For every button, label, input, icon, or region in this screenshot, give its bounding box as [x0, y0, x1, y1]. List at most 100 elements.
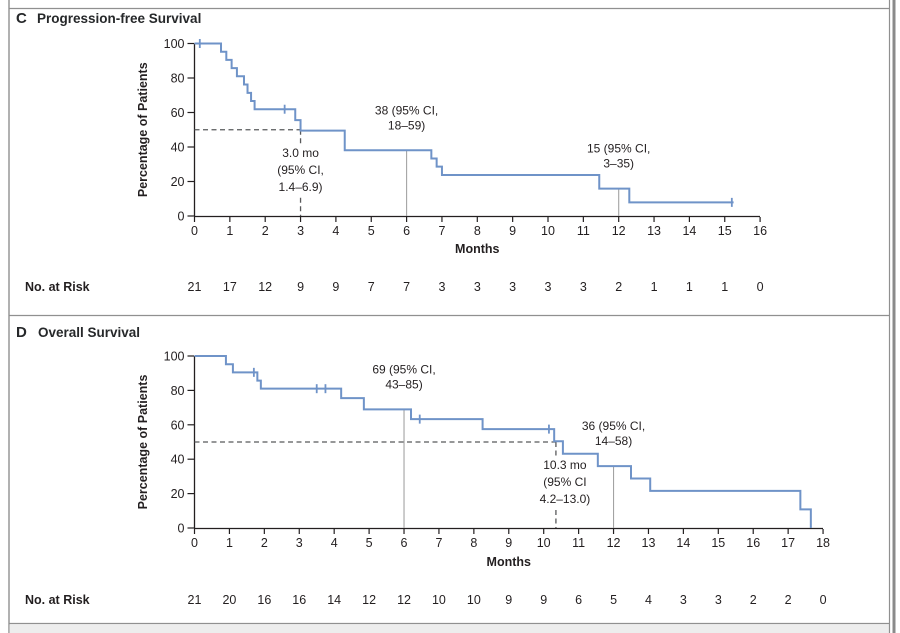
at-risk-value: 2: [785, 593, 792, 607]
median-label-line: (95% CI: [543, 475, 586, 489]
panel-d-letter: D: [16, 324, 27, 341]
at-risk-value: 20: [222, 593, 236, 607]
at-risk-value: 9: [540, 593, 547, 607]
x-tick-label: 12: [607, 536, 621, 550]
x-tick-label: 13: [642, 536, 656, 550]
at-risk-value: 9: [297, 280, 304, 294]
at-risk-value: 3: [680, 593, 687, 607]
at-risk-value: 9: [505, 593, 512, 607]
at-risk-value: 4: [645, 593, 652, 607]
at-risk-label: No. at Risk: [25, 593, 90, 607]
x-axis: 0 1 2 3 4 5 6 7 8 9 10 11 12 13 14 15 16: [191, 215, 767, 238]
median-lines: 3.0 mo (95% CI, 1.4–6.9): [194, 129, 337, 216]
x-axis-title: Months: [455, 242, 499, 256]
x-tick-label: 5: [366, 536, 373, 550]
at-risk-value: 5: [610, 593, 617, 607]
x-tick-label: 16: [746, 536, 760, 550]
at-risk-value: 7: [368, 280, 375, 294]
annotation-line: 15 (95% CI,: [587, 142, 650, 156]
at-risk-value: 3: [438, 280, 445, 294]
y-tick-label: 20: [171, 175, 185, 189]
km-curve: [194, 355, 812, 528]
annotations: 69 (95% CI,43–85) 36 (95% CI,14–58): [372, 362, 645, 448]
x-tick-label: 11: [577, 224, 590, 238]
km-curve: [194, 42, 734, 204]
panel-d-title: Overall Survival: [38, 325, 140, 340]
x-tick-label: 16: [753, 224, 767, 238]
annotation-line: 18–59): [388, 118, 425, 132]
panel-progression-free-survival: C Progression-free Survival 020406080100…: [16, 10, 767, 294]
at-risk-value: 16: [292, 593, 306, 607]
at-risk-value: 3: [715, 593, 722, 607]
y-tick-label: 0: [178, 522, 185, 536]
x-tick-label: 3: [296, 536, 303, 550]
x-tick-label: 12: [612, 224, 626, 238]
at-risk-value: 3: [545, 280, 552, 294]
at-risk-value: 3: [474, 280, 481, 294]
x-tick-label: 6: [403, 224, 410, 238]
x-tick-label: 15: [718, 224, 732, 238]
at-risk-value: 3: [509, 280, 516, 294]
at-risk-value: 3: [580, 280, 587, 294]
x-axis-title: Months: [487, 555, 531, 569]
at-risk-value: 6: [575, 593, 582, 607]
at-risk-row: No. at Risk 21 17 12 9 9 7 7 3 3 3 3 3 2 1 1 1 0: [25, 280, 764, 294]
at-risk-value: 9: [332, 280, 339, 294]
at-risk-value: 1: [651, 280, 658, 294]
at-risk-value: 10: [432, 593, 446, 607]
annotation-line: 43–85): [385, 377, 422, 391]
x-tick-label: 14: [682, 224, 696, 238]
at-risk-value: 7: [403, 280, 410, 294]
median-label-line: 4.2–13.0): [540, 492, 591, 506]
median-label-backing: [264, 144, 337, 196]
x-tick-label: 14: [676, 536, 690, 550]
at-risk-value: 21: [188, 593, 202, 607]
x-axis: 0 1 2 3 4 5 6 7 8 9 10 11 12 13 14 15 16 17 18: [191, 527, 830, 550]
median-label-line: 3.0 mo: [282, 146, 319, 160]
x-tick-label: 6: [401, 536, 408, 550]
y-tick-label: 20: [171, 487, 185, 501]
y-tick-label: 60: [171, 418, 185, 432]
y-axis-title: Percentage of Patients: [136, 62, 150, 197]
at-risk-value: 0: [757, 280, 764, 294]
at-risk-value: 17: [223, 280, 237, 294]
x-tick-label: 2: [261, 536, 268, 550]
at-risk-value: 1: [721, 280, 728, 294]
x-tick-label: 9: [505, 536, 512, 550]
y-tick-label: 40: [171, 141, 185, 155]
annotations: 38 (95% CI,18–59) 15 (95% CI,3–35): [375, 103, 650, 170]
median-label-line: (95% CI,: [277, 163, 324, 177]
x-tick-label: 17: [781, 536, 795, 550]
y-tick-label: 0: [178, 210, 185, 224]
annotation-line: 3–35): [603, 157, 634, 171]
x-tick-label: 1: [226, 536, 233, 550]
at-risk-value: 2: [615, 280, 622, 294]
bottom-band: [9, 624, 890, 633]
y-tick-label: 40: [171, 453, 185, 467]
x-tick-label: 10: [537, 536, 551, 550]
panel-c-letter: C: [16, 10, 27, 27]
annotation-line: 38 (95% CI,: [375, 103, 438, 117]
x-tick-label: 4: [332, 224, 339, 238]
x-tick-label: 15: [711, 536, 725, 550]
y-tick-label: 100: [164, 37, 185, 51]
y-tick-label: 60: [171, 106, 185, 120]
at-risk-value: 12: [258, 280, 272, 294]
censor-marks: [198, 39, 733, 207]
x-tick-label: 7: [435, 536, 442, 550]
annotation-line: 69 (95% CI,: [372, 362, 435, 376]
annotation-line: 14–58): [595, 434, 632, 448]
x-tick-label: 9: [509, 224, 516, 238]
x-tick-label: 13: [647, 224, 661, 238]
annotation-line: 36 (95% CI,: [582, 419, 645, 433]
panel-c-title: Progression-free Survival: [37, 11, 201, 26]
median-label-backing: [528, 457, 601, 508]
at-risk-value: 1: [686, 280, 693, 294]
at-risk-value: 12: [397, 593, 411, 607]
x-tick-label: 8: [470, 536, 477, 550]
y-tick-label: 100: [164, 350, 185, 364]
